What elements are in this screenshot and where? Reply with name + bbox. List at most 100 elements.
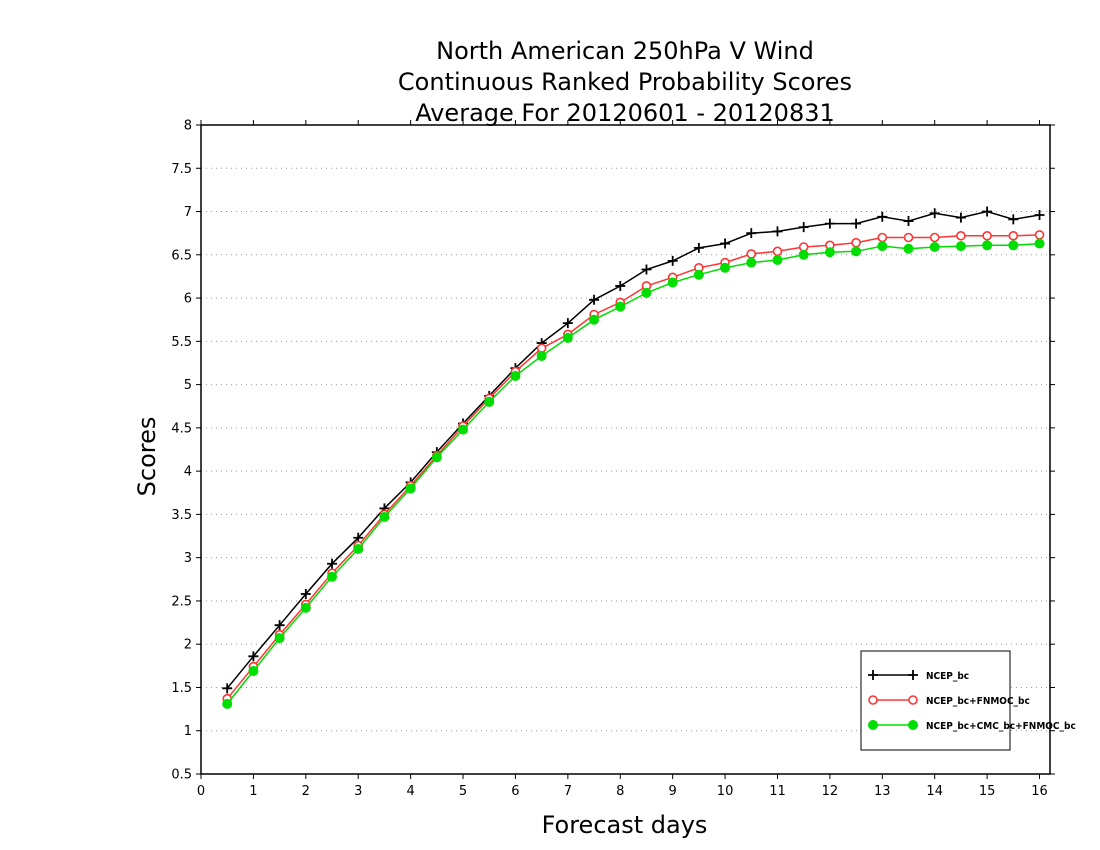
y-tick-label: 1 <box>184 724 192 739</box>
data-point <box>300 589 311 600</box>
gridlines <box>201 167 1050 732</box>
data-point <box>615 280 626 291</box>
data-point <box>903 243 914 254</box>
data-point <box>1008 214 1019 225</box>
data-point <box>274 633 285 644</box>
y-tick-label: 6.5 <box>171 248 192 263</box>
y-tick-label: 8 <box>184 119 192 134</box>
y-tick-label: 3.5 <box>171 508 192 523</box>
data-point <box>222 698 233 709</box>
x-tick-label: 16 <box>1031 784 1048 799</box>
data-point <box>1034 230 1045 240</box>
x-tick-label: 1 <box>249 784 257 799</box>
legend-label: NCEP_bc+FNMOC_bc <box>926 696 1030 707</box>
data-point <box>484 396 495 407</box>
data-point <box>458 424 469 435</box>
data-point <box>798 249 809 260</box>
data-point <box>720 262 731 273</box>
data-point <box>379 511 390 522</box>
x-tick-label: 12 <box>822 784 839 799</box>
chart-title-line-2: Continuous Ranked Probability Scores <box>397 68 853 96</box>
legend-marker <box>908 720 918 730</box>
y-tick-label: 0.5 <box>171 768 192 783</box>
plot-area-frame <box>200 124 1051 775</box>
y-tick-label: 6 <box>184 292 192 307</box>
legend: NCEP_bc NCEP_bc+FNMOC_bc NCEP_bc+CMC_bc+FN… <box>860 650 1076 751</box>
data-point <box>929 232 940 243</box>
y-tick-label: 5.5 <box>171 335 192 350</box>
data-point <box>327 558 338 569</box>
data-point <box>1008 230 1019 241</box>
data-point <box>851 246 862 257</box>
data-point <box>589 314 600 325</box>
data-point <box>693 242 704 253</box>
data-point <box>929 208 940 219</box>
data-point <box>982 206 993 217</box>
legend-marker <box>868 720 878 730</box>
x-tick-label: 6 <box>511 784 519 799</box>
data-point <box>562 318 573 329</box>
x-tick-label: 11 <box>769 784 786 799</box>
data-point <box>746 249 757 259</box>
data-point <box>929 242 940 253</box>
chart-title: North American 250hPa V Wind Continuous … <box>0 36 1100 129</box>
y-tick-label: 4.5 <box>171 421 192 436</box>
data-point <box>431 452 442 463</box>
data-point <box>772 254 783 265</box>
y-tick-label: 5 <box>184 378 192 393</box>
series-3 <box>222 238 1045 709</box>
series-line <box>226 210 1040 689</box>
y-tick-label: 7 <box>184 205 192 220</box>
legend-label: NCEP_bc+CMC_bc+FNMOC_bc <box>926 721 1076 732</box>
data-point <box>641 264 652 275</box>
data-point <box>1034 209 1045 220</box>
data-point <box>746 228 757 239</box>
data-point <box>353 544 364 555</box>
data-point <box>667 255 678 266</box>
y-tick-label: 1.5 <box>171 681 192 696</box>
x-tick-label: 13 <box>874 784 891 799</box>
data-point <box>641 287 652 298</box>
data-point <box>693 269 704 280</box>
data-point <box>851 237 861 248</box>
y-tick-label: 7.5 <box>171 162 192 177</box>
x-tick-label: 7 <box>564 784 572 799</box>
legend-marker <box>908 670 918 680</box>
data-point <box>956 230 966 241</box>
data-point <box>955 241 966 252</box>
series-line <box>226 234 1040 700</box>
legend-marker <box>868 670 878 680</box>
chart-title-line-1: North American 250hPa V Wind <box>436 37 814 65</box>
data-point <box>877 241 888 252</box>
data-point <box>746 257 757 268</box>
data-point <box>536 351 547 362</box>
data-point <box>955 212 966 223</box>
legend-marker <box>868 695 878 705</box>
axis-ticks: 0.511.522.533.544.555.566.577.580 1 2 3 4 5 6 7… <box>171 119 1055 799</box>
data-point <box>877 211 888 222</box>
y-tick-label: 4 <box>184 465 192 480</box>
data-point <box>300 602 311 613</box>
data-point <box>824 247 835 258</box>
data-point <box>772 226 783 237</box>
y-tick-label: 3 <box>184 551 192 566</box>
y-axis-title: Scores <box>133 417 161 497</box>
chart-title-line-3: Average For 20120601 - 20120831 <box>415 99 835 127</box>
data-point <box>903 232 914 243</box>
data-point <box>248 666 259 677</box>
data-point <box>510 370 521 381</box>
legend-marker <box>908 695 918 705</box>
series-1 <box>222 206 1045 694</box>
x-tick-label: 14 <box>926 784 943 799</box>
legend-label: NCEP_bc <box>926 671 969 682</box>
x-tick-label: 4 <box>406 784 414 799</box>
data-point <box>562 332 573 343</box>
x-tick-label: 15 <box>979 784 996 799</box>
x-tick-label: 3 <box>354 784 362 799</box>
data-series <box>222 206 1045 709</box>
data-point <box>327 571 338 582</box>
x-axis-title: Forecast days <box>542 811 708 839</box>
data-point <box>772 246 783 257</box>
data-point <box>720 238 731 249</box>
